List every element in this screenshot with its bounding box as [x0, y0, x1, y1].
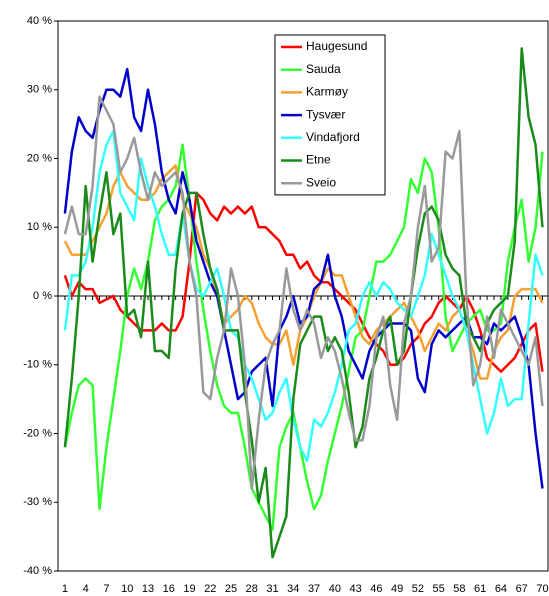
y-tick-label: -30 % [23, 496, 52, 508]
y-tick-label: -20 % [23, 427, 52, 439]
x-tick-label: 22 [204, 583, 216, 595]
x-tick-label: 13 [142, 583, 154, 595]
y-tick-label: 10 % [27, 221, 52, 233]
x-tick-label: 1 [62, 583, 68, 595]
legend-label: Tysvær [306, 107, 345, 121]
x-tick-label: 10 [121, 583, 133, 595]
x-tick-label: 7 [103, 583, 109, 595]
x-tick-label: 37 [308, 583, 320, 595]
x-tick-label: 28 [246, 583, 258, 595]
x-tick-label: 4 [83, 583, 89, 595]
x-tick-label: 61 [474, 583, 486, 595]
series-line [63, 143, 544, 531]
x-tick-label: 58 [453, 583, 465, 595]
x-tick-label: 19 [183, 583, 195, 595]
series-line [63, 47, 544, 559]
x-tick-label: 49 [391, 583, 403, 595]
legend-label: Haugesund [306, 39, 367, 53]
y-tick-label: -40 % [23, 565, 52, 577]
x-tick-label: 64 [495, 583, 507, 595]
x-tick-label: 43 [349, 583, 361, 595]
x-tick-label: 52 [412, 583, 424, 595]
x-tick-label: 70 [536, 583, 548, 595]
x-tick-label: 16 [163, 583, 175, 595]
legend-label: Etne [306, 153, 331, 167]
legend-label: Sveio [306, 175, 336, 189]
x-tick-label: 40 [329, 583, 341, 595]
y-tick-label: 30 % [27, 84, 52, 96]
legend-label: Karmøy [306, 85, 348, 99]
x-tick-label: 67 [516, 583, 528, 595]
legend-label: Sauda [306, 62, 341, 76]
y-tick-label: 40 % [27, 15, 52, 27]
y-tick-label: -10 % [23, 359, 52, 371]
legend-label: Vindafjord [306, 130, 360, 144]
y-tick-label: 20 % [27, 152, 52, 164]
x-tick-label: 34 [287, 583, 299, 595]
x-tick-label: 31 [266, 583, 278, 595]
y-tick-label: 0 % [33, 290, 52, 302]
x-tick-label: 55 [433, 583, 445, 595]
x-tick-label: 46 [370, 583, 382, 595]
x-tick-label: 25 [225, 583, 237, 595]
series-line [63, 95, 544, 490]
series-line [63, 129, 544, 463]
